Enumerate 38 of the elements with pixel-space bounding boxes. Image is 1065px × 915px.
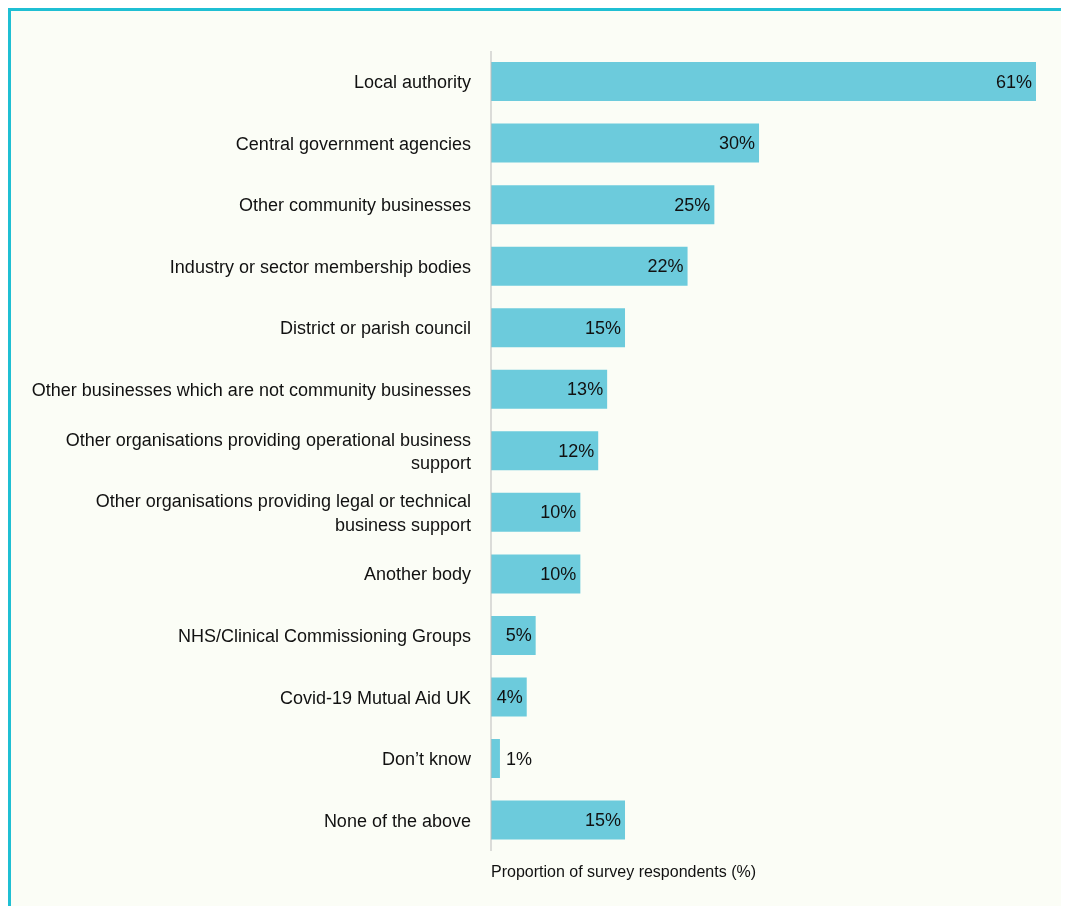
bar (491, 185, 715, 225)
y-tick-label: Industry or sector membership bodies (169, 256, 471, 277)
y-tick-label: Covid-19 Mutual Aid UK (279, 687, 471, 708)
data-label: 10% (540, 563, 577, 584)
y-tick-label: Don’t know (381, 749, 472, 770)
bar (491, 431, 599, 471)
data-label: 15% (584, 810, 622, 831)
bar (491, 492, 581, 532)
bar (491, 554, 581, 594)
y-tick-label: Other organisations providing legal or technical business support (95, 491, 471, 535)
bar (491, 123, 760, 163)
bar (491, 739, 500, 778)
data-label: 15% (584, 317, 622, 338)
data-label: 12% (558, 440, 595, 461)
data-label: 5% (505, 625, 532, 646)
bar (491, 62, 1036, 102)
data-label: 13% (567, 379, 604, 400)
data-label: 4% (496, 686, 523, 707)
y-tick-label: Other organisations providing operational business support (65, 429, 471, 474)
bar (491, 800, 626, 840)
bar (491, 308, 626, 348)
data-label: 1% (505, 748, 532, 769)
bar (491, 369, 608, 409)
bar (491, 246, 688, 286)
data-label: 22% (647, 256, 684, 277)
y-tick-label: Local authority (353, 72, 471, 93)
y-tick-label: NHS/Clinical Commissioning Groups (177, 626, 471, 647)
y-tick-label: Central government agencies (235, 133, 471, 154)
y-tick-label: Other community businesses (238, 195, 471, 216)
data-label: 10% (540, 502, 577, 523)
x-axis-title: Proportion of survey respondents (%) (491, 863, 757, 881)
data-label: 25% (674, 194, 711, 215)
data-label: 30% (719, 133, 756, 154)
y-tick-label: None of the above (323, 810, 471, 831)
y-tick-label: District or parish council (279, 318, 471, 339)
y-tick-label: Other businesses which are not community businesses (31, 379, 471, 400)
y-tick-label: Another body (363, 564, 471, 585)
data-label: 61% (995, 71, 1032, 92)
